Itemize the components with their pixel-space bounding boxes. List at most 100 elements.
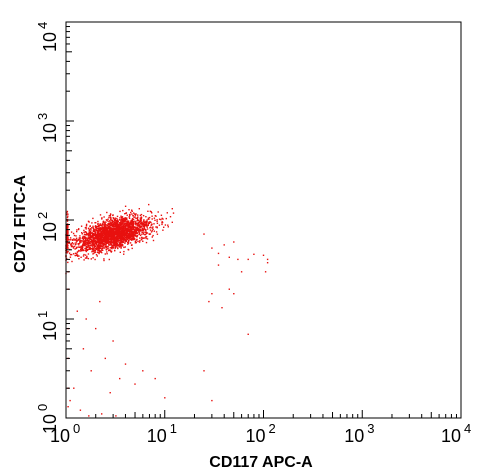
data-point bbox=[115, 223, 118, 226]
data-point bbox=[119, 227, 121, 229]
data-point bbox=[138, 226, 140, 228]
data-point bbox=[115, 231, 117, 233]
data-point bbox=[99, 244, 101, 247]
data-point bbox=[130, 226, 132, 228]
data-point bbox=[142, 221, 144, 223]
data-point bbox=[128, 216, 130, 218]
data-point bbox=[110, 234, 112, 236]
data-point bbox=[155, 215, 157, 217]
data-point bbox=[147, 210, 149, 212]
data-point bbox=[113, 221, 116, 224]
data-point bbox=[96, 231, 98, 233]
data-point bbox=[81, 232, 83, 234]
data-point bbox=[131, 247, 133, 250]
data-point bbox=[87, 233, 89, 236]
data-point bbox=[109, 220, 111, 222]
data-point bbox=[115, 223, 117, 226]
data-point bbox=[108, 228, 110, 230]
data-point bbox=[97, 237, 99, 239]
data-point bbox=[146, 238, 149, 240]
data-point bbox=[98, 242, 100, 244]
data-point bbox=[85, 225, 88, 227]
data-point bbox=[138, 229, 140, 231]
tick-label-exponent: 0 bbox=[73, 421, 80, 436]
data-point bbox=[107, 240, 109, 242]
data-point bbox=[148, 222, 150, 225]
data-point bbox=[101, 223, 104, 225]
data-point bbox=[228, 288, 230, 290]
data-point bbox=[86, 246, 88, 248]
data-point bbox=[142, 240, 144, 242]
data-point bbox=[66, 246, 68, 248]
data-point bbox=[150, 226, 152, 228]
data-point bbox=[105, 249, 108, 251]
data-point bbox=[131, 236, 134, 238]
data-point bbox=[169, 216, 172, 218]
data-point bbox=[99, 246, 101, 248]
data-point bbox=[116, 229, 118, 231]
data-point bbox=[93, 244, 96, 246]
data-point bbox=[109, 223, 111, 225]
data-point bbox=[143, 219, 145, 221]
data-point bbox=[97, 239, 99, 241]
data-point bbox=[88, 231, 90, 233]
data-point bbox=[124, 242, 126, 244]
data-point bbox=[102, 220, 105, 222]
data-point bbox=[146, 225, 148, 227]
data-point bbox=[77, 246, 80, 248]
data-point bbox=[112, 240, 114, 242]
data-point bbox=[107, 224, 109, 227]
data-point bbox=[123, 231, 126, 233]
data-point bbox=[82, 249, 84, 251]
data-point bbox=[142, 220, 145, 222]
data-point bbox=[127, 241, 130, 243]
data-point bbox=[81, 236, 84, 239]
data-point bbox=[107, 220, 109, 222]
data-point bbox=[92, 243, 94, 245]
data-point bbox=[105, 238, 107, 241]
data-point bbox=[124, 217, 126, 219]
data-point bbox=[65, 213, 68, 216]
data-point bbox=[83, 235, 86, 238]
data-point bbox=[107, 248, 109, 250]
data-point bbox=[125, 236, 127, 238]
data-point bbox=[67, 241, 69, 244]
data-point bbox=[145, 225, 147, 227]
data-point bbox=[122, 221, 124, 223]
data-point bbox=[142, 215, 145, 217]
data-point bbox=[103, 229, 106, 231]
data-point bbox=[93, 245, 96, 247]
data-point bbox=[121, 229, 123, 231]
tick-label-base: 10 bbox=[40, 414, 60, 434]
data-point bbox=[102, 242, 105, 244]
data-point bbox=[110, 236, 112, 238]
data-point bbox=[111, 241, 114, 244]
data-point bbox=[139, 225, 142, 227]
data-point bbox=[129, 215, 131, 217]
data-point bbox=[137, 225, 139, 227]
data-point bbox=[151, 223, 153, 225]
data-point bbox=[116, 219, 119, 221]
data-point bbox=[143, 222, 145, 224]
data-point bbox=[88, 242, 91, 245]
data-point bbox=[87, 253, 90, 255]
data-point bbox=[133, 235, 136, 237]
data-point bbox=[141, 231, 143, 233]
data-point bbox=[110, 224, 112, 226]
data-point bbox=[77, 228, 80, 231]
data-point bbox=[154, 219, 156, 221]
data-point bbox=[116, 238, 118, 240]
data-point bbox=[135, 217, 137, 220]
data-point bbox=[98, 239, 101, 241]
data-point bbox=[203, 370, 205, 372]
data-point bbox=[139, 226, 141, 228]
data-point bbox=[145, 236, 147, 238]
data-point bbox=[112, 225, 115, 228]
data-point bbox=[136, 234, 139, 237]
data-point bbox=[110, 222, 113, 225]
data-point bbox=[160, 214, 163, 216]
data-point bbox=[118, 224, 121, 226]
data-point bbox=[139, 227, 141, 229]
data-point bbox=[83, 253, 85, 256]
data-point bbox=[132, 221, 135, 223]
